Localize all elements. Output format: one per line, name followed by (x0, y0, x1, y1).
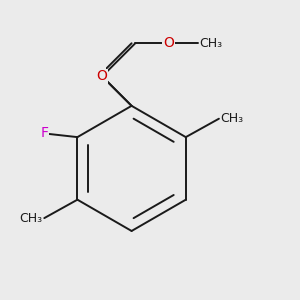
Text: CH₃: CH₃ (19, 212, 42, 225)
Text: CH₃: CH₃ (200, 37, 223, 50)
Text: O: O (95, 68, 106, 82)
Text: O: O (163, 36, 174, 50)
Text: CH₃: CH₃ (221, 112, 244, 125)
Text: F: F (40, 126, 48, 140)
Text: O: O (97, 69, 108, 83)
